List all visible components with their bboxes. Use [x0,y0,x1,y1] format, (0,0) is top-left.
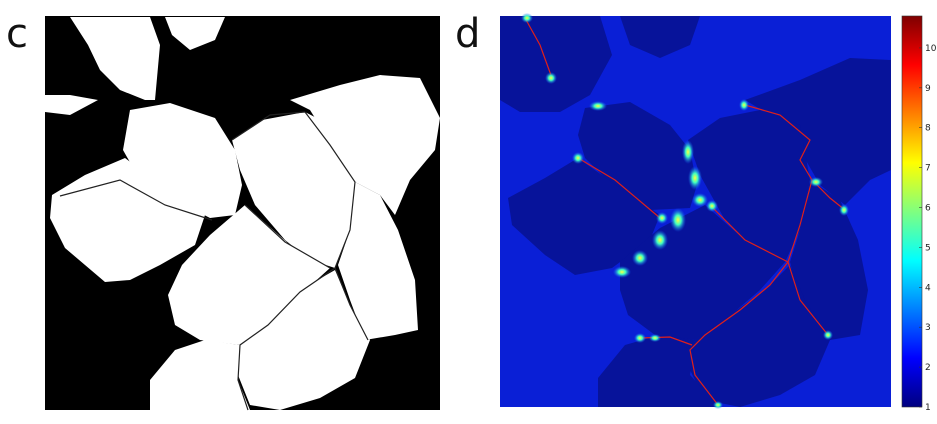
hotspot [692,193,708,207]
map-boundaries [524,17,846,406]
hotspot [656,212,668,224]
map-boundary-5 [709,204,789,263]
map-boundary-7 [689,261,789,406]
hotspot [545,72,557,84]
colorbar-ticks: 1 2 3 4 5 6 7 8 9 10 [919,44,937,413]
colorbar-tick-label: 10 [925,44,937,54]
mask-boundary-4 [244,204,331,269]
grain-upper-right [290,75,440,215]
mask-boundary-2 [231,111,306,141]
hotspot [688,166,702,190]
hotspot [713,401,723,409]
grain-bottom-left [150,340,250,410]
binary-mask-panel [45,16,440,411]
colorbar-tick-label: 6 [925,204,931,214]
hotspot [572,152,584,164]
hotspot [649,334,661,342]
map-grain-upper-right [745,58,891,205]
grain-right [338,182,418,340]
colorbar-tick-label: 8 [925,124,931,134]
map-boundary-3 [744,104,813,181]
colorbar-tick-label: 3 [925,323,931,333]
grain-center-top [232,112,355,268]
map-grain-top-left [500,16,612,112]
colorbar-tick-label: 7 [925,164,931,174]
map-grain-upper-middle [578,102,697,210]
colorbar-tick-label: 1 [925,403,931,413]
mask-boundaries [59,111,369,411]
hotspot [670,208,686,232]
mask-boundary-3 [304,111,356,269]
hotspot [809,177,823,187]
hotspot [632,250,648,266]
colorbar-tick-label: 5 [925,243,931,253]
hotspot [682,140,694,164]
hotspot [839,204,849,216]
panel-label-d: d [455,11,481,57]
hotspot [706,200,718,212]
hotspot [634,333,646,343]
panel-label-c: c [6,11,28,57]
mask-grains [45,17,440,410]
map-boundary-4 [787,179,813,263]
map-grain-bottom-middle [690,265,830,407]
hotspot [613,266,631,278]
colorbar-tick-label: 4 [925,283,931,293]
colorbar-tick-label: 9 [925,84,931,94]
grain-left [50,158,205,282]
colorbar-gradient [901,15,923,408]
hotspot [521,13,533,23]
grain-upper-middle [123,103,242,218]
grain-top-small [165,17,225,50]
hotspot [739,99,749,111]
hotspot [823,330,833,340]
heatmap-panel [500,13,891,409]
map-boundary-2 [577,157,661,219]
mask-boundary-1 [59,179,213,221]
map-grain-top-small [620,16,700,58]
grain-bottom-middle [238,270,370,410]
map-hotspots [521,13,849,409]
grain-top-left [70,17,160,100]
map-grain-center-top [688,110,810,262]
hotspot [589,101,607,111]
map-grain-right [790,180,868,340]
map-grains [500,16,891,407]
map-grain-bottom-left [598,335,720,407]
map-boundary-8 [787,261,829,336]
grain-left-edge [45,95,98,115]
mask-boundary-5 [237,267,336,411]
grain-center [168,205,330,345]
mask-boundary-6 [334,267,369,341]
hotspot [652,230,668,250]
colorbar-tick-label: 2 [925,363,931,373]
map-boundary-1 [524,17,553,79]
colorbar: 1 2 3 4 5 6 7 8 9 10 [901,15,937,413]
map-grain-left [508,158,660,275]
